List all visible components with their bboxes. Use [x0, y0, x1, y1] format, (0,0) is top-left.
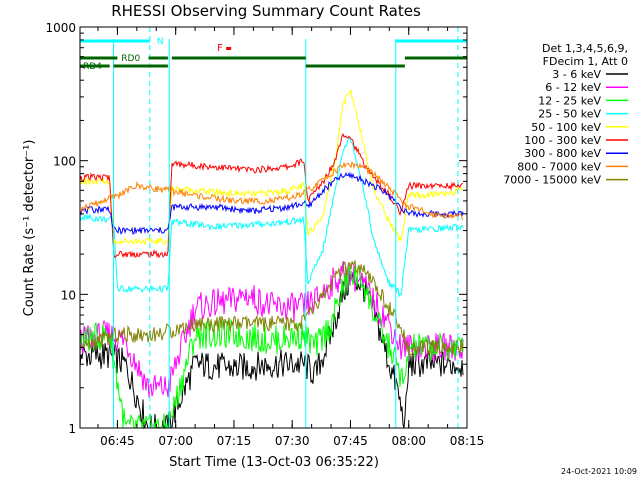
flag-layer: NRD0RD4F: [80, 27, 467, 428]
series-layer: [79, 89, 464, 430]
series-line-3: [79, 136, 464, 298]
chart-title: RHESSI Observing Summary Count Rates: [111, 2, 421, 20]
legend-header-2: FDecim 1, Att 0: [543, 55, 628, 68]
series-line-6: [79, 171, 464, 235]
legend-label-8: 7000 - 15000 keV: [503, 174, 601, 187]
axis-ticks: 06:45 07:00 07:15 07:30 07:45 08:00 08:15 1 10 10…: [45, 21, 484, 448]
series-line-4: [79, 89, 464, 246]
series-line-2: [79, 264, 464, 430]
legend-label-6: 300 - 800 keV: [524, 147, 601, 160]
legend-label-4: 50 - 100 keV: [531, 121, 601, 134]
x-tick-label-3: 07:30: [275, 434, 310, 448]
legend-label-5: 100 - 300 keV: [524, 134, 601, 147]
x-tick-label-2: 07:15: [217, 434, 252, 448]
legend-header-1: Det 1,3,4,5,6,9,: [542, 42, 628, 55]
series-line-0: [79, 271, 464, 430]
y-tick-label-3: 1000: [45, 21, 76, 35]
flare-bar: [226, 47, 232, 50]
legend-label-0: 3 - 6 keV: [552, 68, 601, 81]
x-axis-label: Start Time (13-Oct-03 06:35:22): [169, 455, 379, 470]
series-line-5: [79, 133, 464, 259]
series-line-8: [79, 260, 464, 357]
series-line-7: [79, 161, 464, 221]
flag-label-f: F: [217, 43, 223, 54]
legend-label-2: 12 - 25 keV: [538, 94, 601, 107]
y-axis-label: Count Rate (s⁻¹ detector⁻¹): [22, 140, 37, 317]
y-tick-label-2: 100: [53, 155, 76, 169]
legend-label-7: 800 - 7000 keV: [517, 160, 601, 173]
y-tick-label-1: 10: [61, 288, 76, 302]
legend-label-3: 25 - 50 keV: [538, 108, 601, 121]
legend-label-1: 6 - 12 keV: [545, 81, 601, 94]
x-tick-label-1: 07:00: [158, 434, 193, 448]
series-line-1: [79, 260, 464, 398]
x-tick-label-4: 07:45: [333, 434, 368, 448]
flag-label-rd0: RD0: [121, 54, 140, 64]
x-tick-label-5: 08:00: [391, 434, 426, 448]
plot-frame: [79, 26, 468, 429]
flag-label-n: N: [157, 37, 164, 47]
footer-date: 24-Oct-2021 10:09: [561, 467, 637, 476]
y-tick-label-0: 1: [68, 422, 76, 436]
x-tick-label-0: 06:45: [100, 434, 135, 448]
x-tick-label-6: 08:15: [450, 434, 485, 448]
